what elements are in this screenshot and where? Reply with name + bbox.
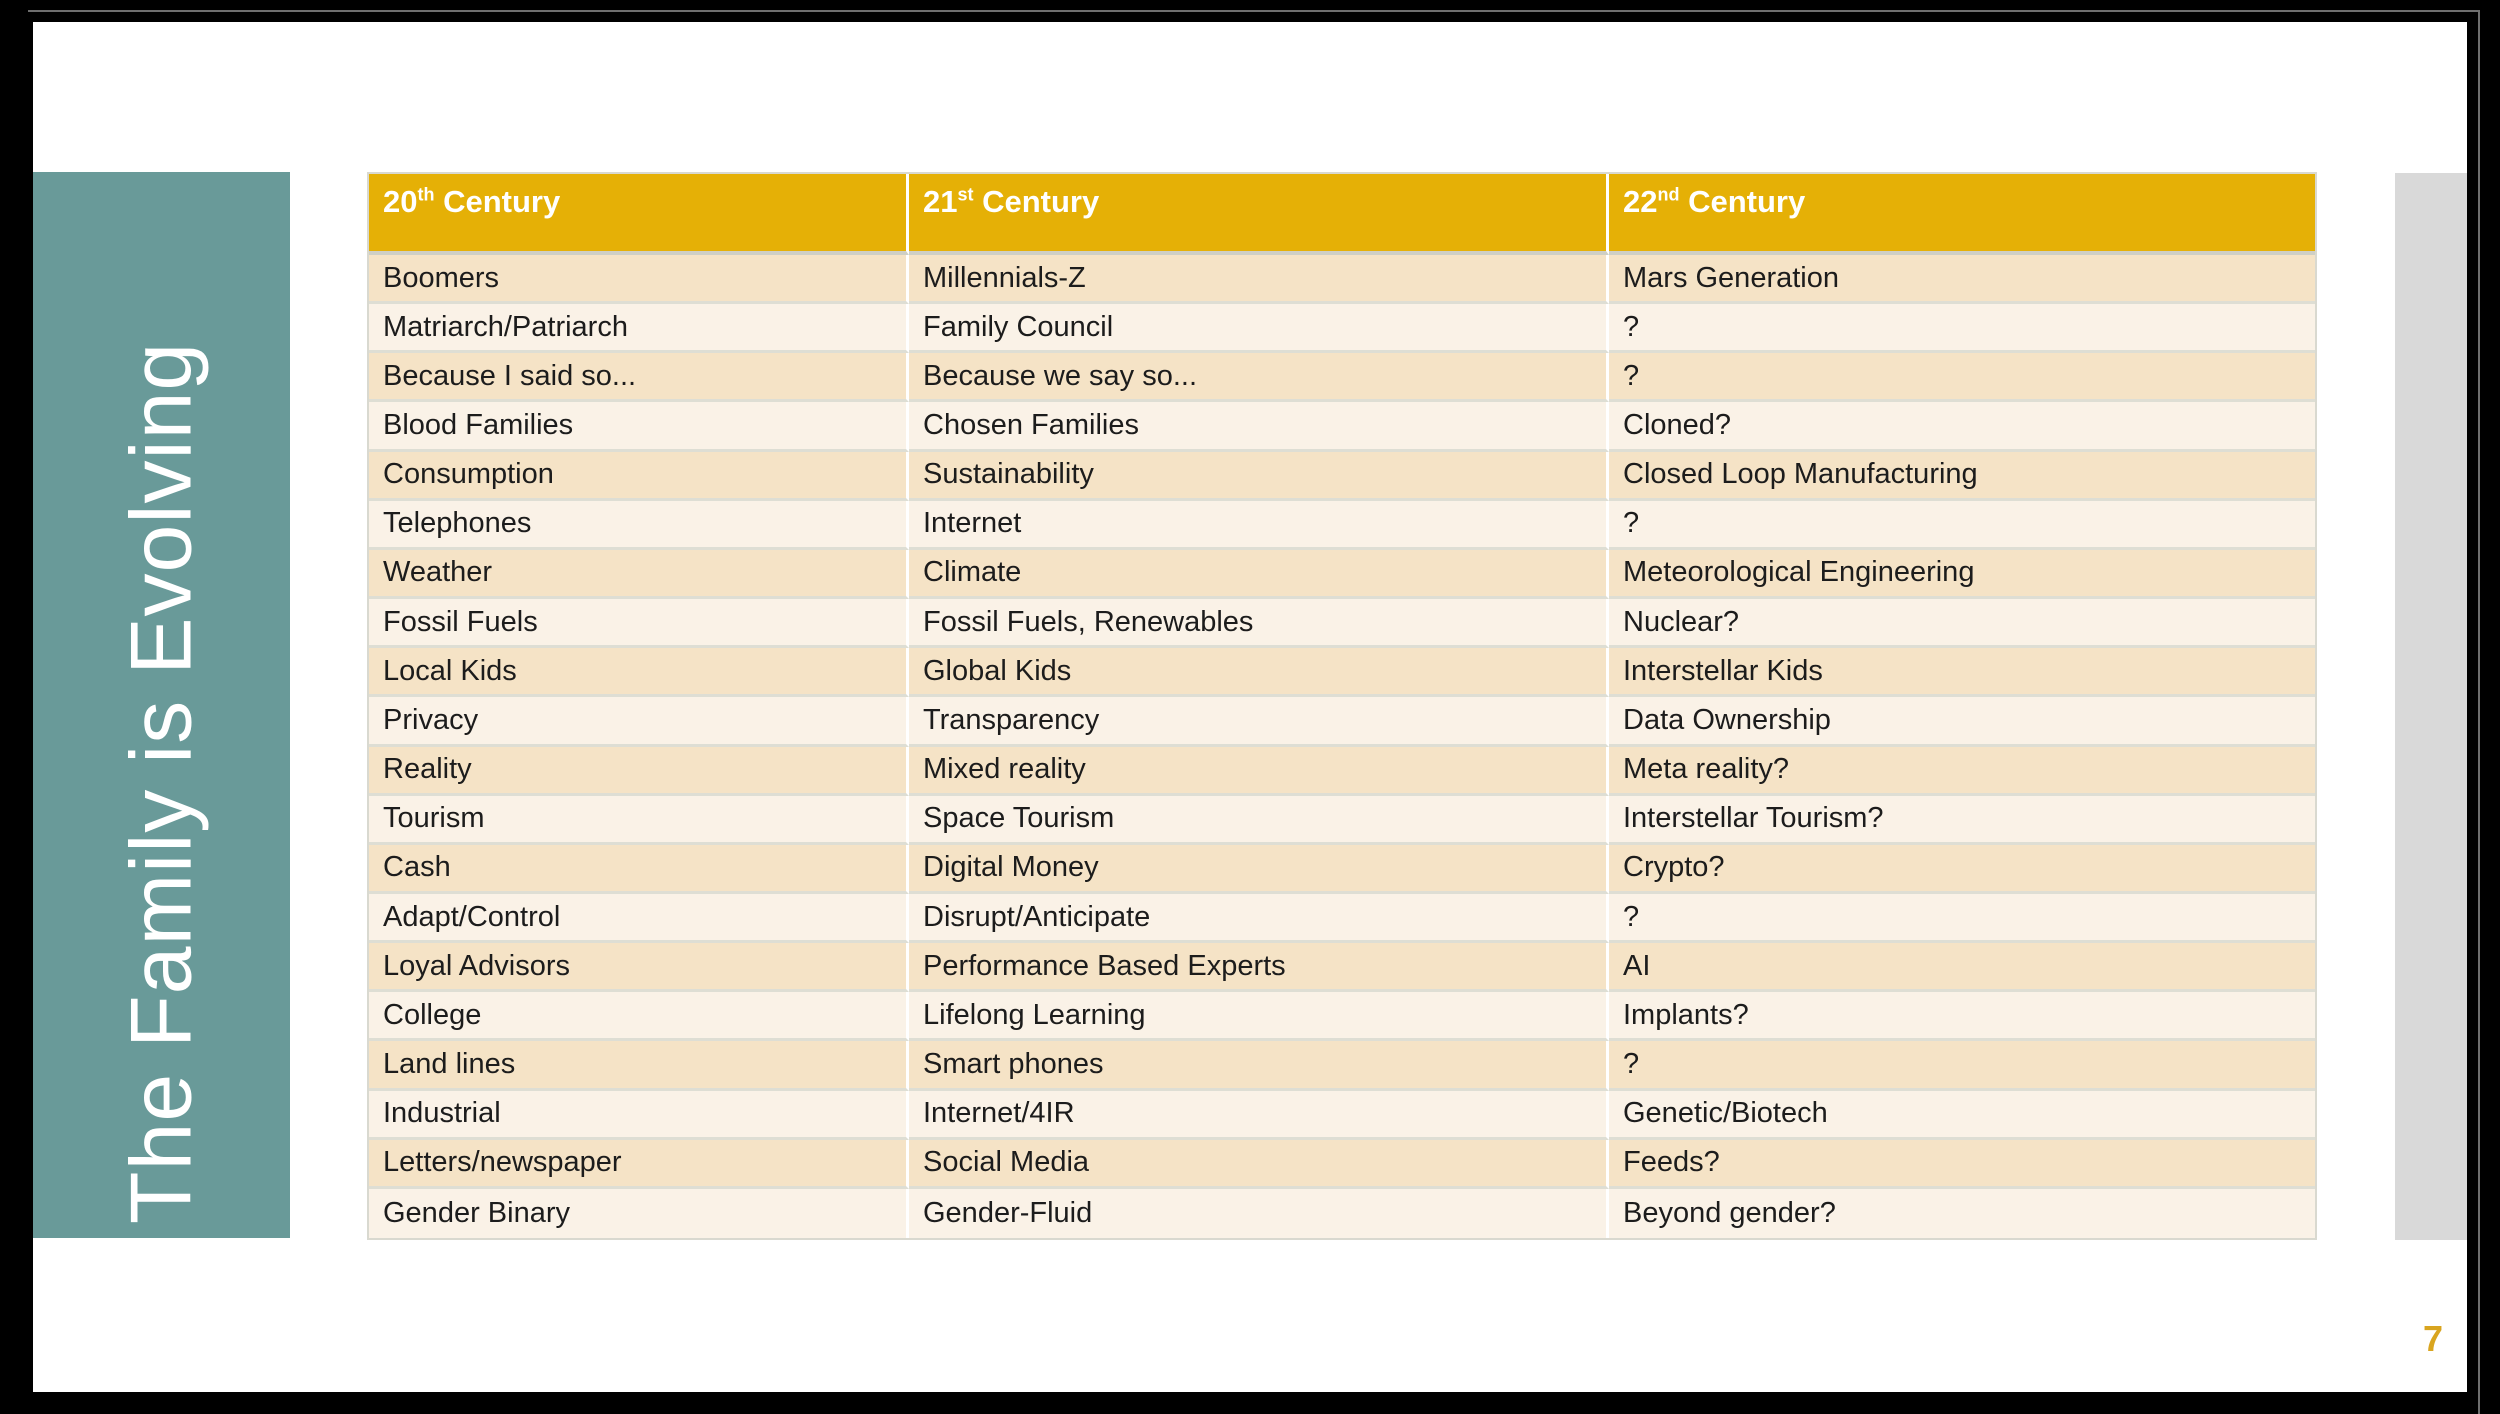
table-cell: Internet <box>909 500 1609 550</box>
table-cell: Sustainability <box>909 451 1609 501</box>
table-cell: Crypto? <box>1609 844 2315 894</box>
window-edge-right <box>2478 10 2480 1414</box>
table-cell: Mars Generation <box>1609 255 2315 305</box>
table-cell: Fossil Fuels <box>369 599 909 649</box>
table-cell: Because we say so... <box>909 353 1609 403</box>
table-cell: Land lines <box>369 1041 909 1091</box>
table-cell: Boomers <box>369 255 909 305</box>
table-cell: AI <box>1609 943 2315 993</box>
header-cell-20th-century: 20th Century <box>369 174 909 255</box>
right-accent-bar <box>2395 173 2467 1240</box>
table-cell: Telephones <box>369 500 909 550</box>
table-cell: Interstellar Kids <box>1609 648 2315 698</box>
table-cell: Beyond gender? <box>1609 1188 2315 1238</box>
table-cell: Nuclear? <box>1609 599 2315 649</box>
slide-title: The Family is Evolving <box>113 341 209 1224</box>
table-cell: Letters/newspaper <box>369 1139 909 1189</box>
table-cell: Gender Binary <box>369 1188 909 1238</box>
table-cell: College <box>369 992 909 1042</box>
table-cell: Gender-Fluid <box>909 1188 1609 1238</box>
table-cell: Chosen Families <box>909 402 1609 452</box>
table-cell: Cloned? <box>1609 402 2315 452</box>
table-cell: Feeds? <box>1609 1139 2315 1189</box>
page-number: 7 <box>2422 1318 2443 1359</box>
table-cell: ? <box>1609 304 2315 354</box>
table-header-row: 20th Century 21st Century 22nd Century <box>369 174 2315 255</box>
table-cell: ? <box>1609 893 2315 944</box>
table-cell: Closed Loop Manufacturing <box>1609 451 2315 501</box>
table-body: Boomers Millennials-Z Mars Generation Matri… <box>369 255 2315 1238</box>
presentation-slide: The Family is Evolving 20th Century 21st … <box>33 22 2467 1392</box>
table-cell: ? <box>1609 1041 2315 1091</box>
table-cell: Adapt/Control <box>369 893 909 944</box>
table-cell: Fossil Fuels, Renewables <box>909 599 1609 649</box>
table-cell: Interstellar Tourism? <box>1609 795 2315 845</box>
table-cell: Because I said so... <box>369 353 909 403</box>
table-cell: Social Media <box>909 1139 1609 1189</box>
table-cell: Millennials-Z <box>909 255 1609 305</box>
slide-title-bar: The Family is Evolving <box>33 172 290 1238</box>
table-cell: Privacy <box>369 697 909 747</box>
table-cell: ? <box>1609 500 2315 550</box>
table-cell: Meta reality? <box>1609 746 2315 796</box>
table-cell: Global Kids <box>909 648 1609 698</box>
table-cell: Local Kids <box>369 648 909 698</box>
table-cell: Disrupt/Anticipate <box>909 893 1609 944</box>
century-comparison-table: 20th Century 21st Century 22nd Century Boo… <box>367 172 2317 1240</box>
table-cell: Internet/4IR <box>909 1090 1609 1140</box>
table-cell: Genetic/Biotech <box>1609 1090 2315 1140</box>
table-cell: Weather <box>369 549 909 600</box>
table-cell: Industrial <box>369 1090 909 1140</box>
table-cell: Space Tourism <box>909 795 1609 845</box>
table-cell: Data Ownership <box>1609 697 2315 747</box>
table-cell: Blood Families <box>369 402 909 452</box>
table-cell: Performance Based Experts <box>909 943 1609 993</box>
table-cell: Implants? <box>1609 992 2315 1042</box>
table-cell: Loyal Advisors <box>369 943 909 993</box>
table-cell: Digital Money <box>909 844 1609 894</box>
table-cell: Consumption <box>369 451 909 501</box>
table-cell: Transparency <box>909 697 1609 747</box>
table-cell: Meteorological Engineering <box>1609 549 2315 600</box>
table-cell: Matriarch/Patriarch <box>369 304 909 354</box>
table-cell: Mixed reality <box>909 746 1609 796</box>
table-cell: Climate <box>909 549 1609 600</box>
table-cell: Cash <box>369 844 909 894</box>
header-cell-22nd-century: 22nd Century <box>1609 174 2315 255</box>
table-cell: ? <box>1609 353 2315 403</box>
table-cell: Family Council <box>909 304 1609 354</box>
table-cell: Smart phones <box>909 1041 1609 1091</box>
header-cell-21st-century: 21st Century <box>909 174 1609 255</box>
window-edge-top <box>28 10 2480 12</box>
table-cell: Tourism <box>369 795 909 845</box>
table-cell: Lifelong Learning <box>909 992 1609 1042</box>
table-cell: Reality <box>369 746 909 796</box>
